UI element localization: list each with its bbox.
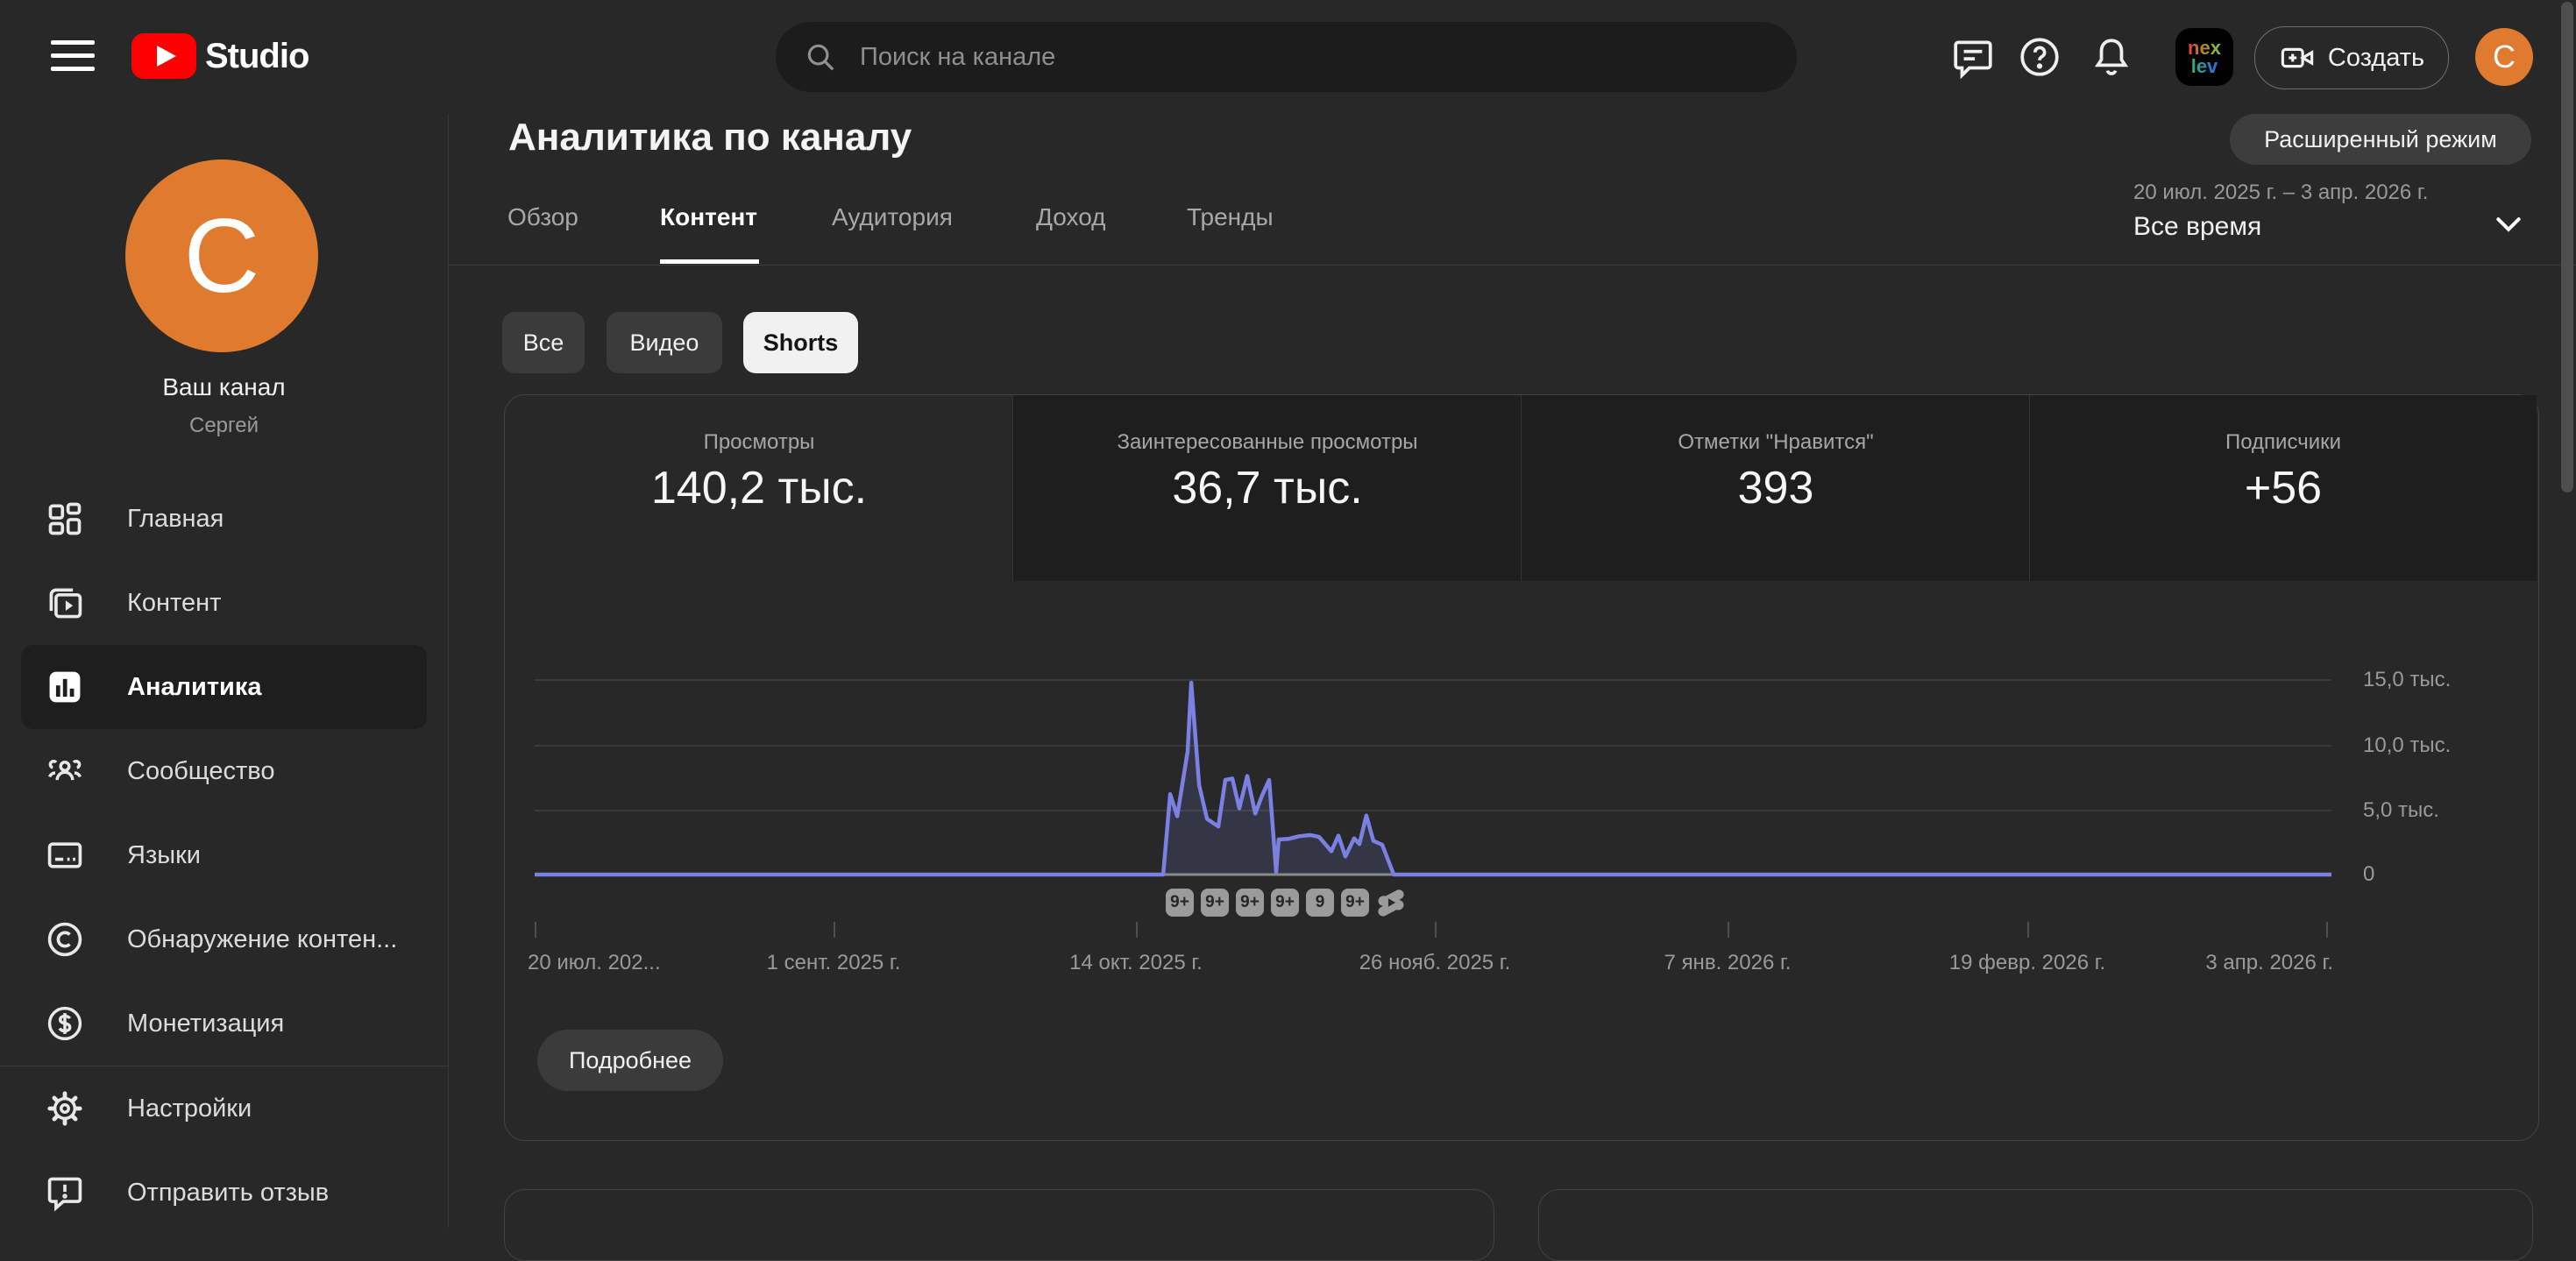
hamburger-menu-icon[interactable] xyxy=(51,40,95,74)
bottom-left-card xyxy=(504,1189,1494,1261)
video-count-badge[interactable]: 9 xyxy=(1306,889,1334,917)
video-count-badge[interactable]: 9+ xyxy=(1271,889,1299,917)
chip-shorts[interactable]: Shorts xyxy=(743,312,858,373)
x-axis-label: 26 нояб. 2025 г. xyxy=(1359,951,1511,974)
tab-content[interactable]: Контент xyxy=(660,203,758,230)
x-tick xyxy=(535,922,536,938)
send-feedback-icon xyxy=(47,1177,82,1212)
copyright-icon xyxy=(47,922,82,957)
x-tick xyxy=(1435,922,1437,938)
tab-audience[interactable]: Аудитория xyxy=(832,203,953,230)
channel-owner: Сергей xyxy=(188,414,259,437)
community-icon xyxy=(47,760,82,781)
y-axis-label-10k: 10,0 тыс. xyxy=(2363,733,2452,757)
x-tick xyxy=(2027,922,2029,938)
video-plus-icon xyxy=(2281,47,2314,68)
youtube-studio-logo[interactable]: Studio xyxy=(131,33,309,79)
page-title: Аналитика по каналу xyxy=(508,116,912,159)
x-tick xyxy=(2326,922,2328,938)
feedback-comment-icon[interactable] xyxy=(1951,35,1995,79)
x-axis-label: 14 окт. 2025 г. xyxy=(1069,951,1203,974)
youtube-play-icon xyxy=(131,33,196,79)
dashboard-icon xyxy=(48,502,82,535)
sidebar-item-community[interactable]: Сообщество xyxy=(0,729,448,813)
tab-revenue[interactable]: Доход xyxy=(1036,203,1106,230)
stat-likes[interactable]: Отметки "Нравится" 393 xyxy=(1522,395,2030,581)
date-range-text: 20 июл. 2025 г. – 3 апр. 2026 г. xyxy=(2133,181,2429,204)
chevron-down-icon[interactable] xyxy=(2491,207,2526,242)
chart-line xyxy=(535,680,2331,877)
x-axis-label: 20 июл. 202... xyxy=(528,951,661,974)
subtitles-icon xyxy=(47,842,82,868)
stat-views[interactable]: Просмотры 140,2 тыс. xyxy=(650,430,868,514)
y-axis-label-15k: 15,0 тыс. xyxy=(2363,668,2452,691)
stat-subscribers[interactable]: Подписчики +56 xyxy=(2030,395,2537,581)
advanced-mode-button[interactable]: Расширенный режим xyxy=(2230,114,2531,165)
chip-all[interactable]: Все xyxy=(502,312,585,373)
x-tick xyxy=(1136,922,1138,938)
sidebar-item-monetization[interactable]: Монетизация xyxy=(0,981,448,1066)
shorts-icon[interactable] xyxy=(1376,888,1406,917)
monetization-icon xyxy=(47,1006,82,1041)
date-preset-label[interactable]: Все время xyxy=(2133,212,2262,241)
bottom-right-card xyxy=(1538,1189,2533,1261)
active-item-highlight xyxy=(21,645,427,729)
chart-area-fill xyxy=(535,683,2331,875)
analytics-icon xyxy=(49,671,81,703)
x-tick xyxy=(1728,922,1729,938)
sidebar-item-dashboard[interactable]: Главная xyxy=(0,477,448,561)
tab-trends[interactable]: Тренды xyxy=(1187,203,1274,230)
sidebar-item-settings[interactable]: Настройки xyxy=(0,1066,448,1151)
active-tab-underline xyxy=(660,259,759,264)
channel-avatar[interactable]: C xyxy=(125,159,318,352)
y-axis-label-0: 0 xyxy=(2363,862,2375,886)
stat-separator xyxy=(1012,395,1013,581)
topbar: Studio nex lev Создать C xyxy=(0,0,2576,114)
x-axis-label: 19 февр. 2026 г. xyxy=(1948,951,2106,974)
video-count-badge[interactable]: 9+ xyxy=(1341,889,1369,917)
tab-overview[interactable]: Обзор xyxy=(507,203,578,230)
video-count-badge[interactable]: 9+ xyxy=(1201,889,1229,917)
sidebar-item-send-feedback[interactable]: Отправить отзыв xyxy=(0,1151,448,1235)
search-input[interactable] xyxy=(858,41,1738,73)
video-badges-row: 9+ 9+ 9+ 9+ 9 9+ xyxy=(1166,888,1406,917)
views-line-chart[interactable] xyxy=(535,648,2331,894)
sidebar-item-content[interactable]: Контент xyxy=(0,561,448,645)
x-axis-label: 3 апр. 2026 г. xyxy=(2205,951,2333,974)
analytics-card xyxy=(504,394,2539,1141)
x-axis-label: 7 янв. 2026 г. xyxy=(1664,951,1792,974)
sidebar-item-subtitles[interactable]: Языки xyxy=(0,813,448,897)
sidebar-item-analytics[interactable]: Аналитика xyxy=(0,645,448,729)
channel-name: Ваш канал xyxy=(162,373,286,400)
chip-video[interactable]: Видео xyxy=(607,312,722,373)
video-count-badge[interactable]: 9+ xyxy=(1236,889,1264,917)
content-icon xyxy=(49,588,82,619)
stat-separator xyxy=(2029,395,2030,581)
account-avatar[interactable]: C xyxy=(2475,28,2533,86)
help-icon[interactable] xyxy=(2018,35,2062,79)
see-more-button[interactable]: Подробнее xyxy=(537,1030,723,1091)
settings-gear-icon xyxy=(47,1091,82,1126)
video-count-badge[interactable]: 9+ xyxy=(1166,889,1194,917)
scrollbar-thumb[interactable] xyxy=(2561,2,2573,492)
studio-wordmark: Studio xyxy=(205,36,309,75)
x-tick xyxy=(834,922,835,938)
stat-separator xyxy=(1521,395,1522,581)
search-icon xyxy=(807,44,834,71)
notifications-bell-icon[interactable] xyxy=(2090,35,2133,79)
sidebar: C Ваш канал Сергей Главная Контент Анали… xyxy=(0,114,449,1228)
x-axis-label: 1 сент. 2025 г. xyxy=(766,951,901,974)
nexlev-extension-icon[interactable]: nex lev xyxy=(2175,28,2233,86)
y-axis-label-5k: 5,0 тыс. xyxy=(2363,798,2439,822)
create-button[interactable]: Создать xyxy=(2254,26,2449,89)
sidebar-item-copyright[interactable]: Обнаружение контен... xyxy=(0,897,448,981)
tabs-bottom-border xyxy=(448,265,2576,266)
channel-search[interactable] xyxy=(776,22,1797,92)
stat-engaged-views[interactable]: Заинтересованные просмотры 36,7 тыс. xyxy=(1013,395,1522,581)
